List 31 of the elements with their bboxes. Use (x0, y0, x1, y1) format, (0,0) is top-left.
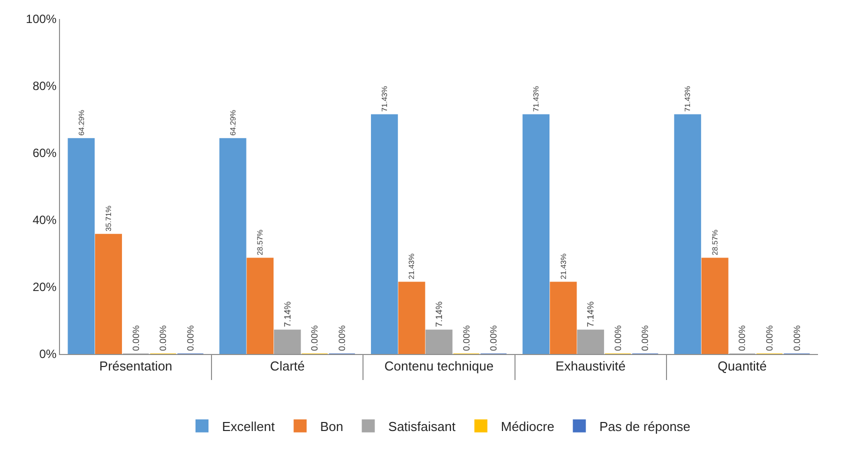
data-label: 0.00% (792, 325, 802, 351)
y-tick-label: 0% (39, 347, 57, 362)
legend-label: Pas de réponse (599, 418, 690, 434)
y-tick-label: 20% (32, 280, 57, 294)
data-label: 0.00% (130, 325, 141, 351)
data-label: 0.00% (158, 325, 168, 351)
data-label: 0.00% (336, 325, 347, 351)
x-tick-label: Exhaustivité (556, 358, 626, 374)
data-label: 0.00% (488, 325, 499, 351)
x-tick-label: Contenu technique (384, 358, 494, 374)
legend-label: Bon (320, 418, 344, 434)
y-tick-label: 60% (32, 146, 57, 160)
data-label: 7.14% (282, 301, 292, 328)
data-label: 0.00% (764, 325, 775, 351)
y-tick-label: 80% (32, 79, 57, 94)
data-label: 0.00% (612, 325, 623, 351)
x-tick-label: Quantité (718, 358, 767, 374)
x-tick-label: Présentation (99, 358, 172, 374)
x-tick-label: Clarté (270, 358, 305, 374)
legend-label: Médiocre (500, 418, 554, 434)
data-label: 0.00% (461, 325, 472, 351)
y-tick-label: 40% (32, 213, 57, 228)
data-label: 0.00% (737, 325, 748, 351)
data-label: 7.14% (586, 301, 596, 328)
y-tick-label: 100% (26, 12, 57, 26)
legend-label: Satisfaisant (388, 418, 456, 434)
data-label: 0.00% (310, 325, 320, 351)
data-label: 7.14% (434, 301, 444, 328)
legend-label: Excellent (222, 418, 276, 434)
data-label: 0.00% (640, 325, 650, 351)
data-label: 0.00% (185, 325, 196, 351)
